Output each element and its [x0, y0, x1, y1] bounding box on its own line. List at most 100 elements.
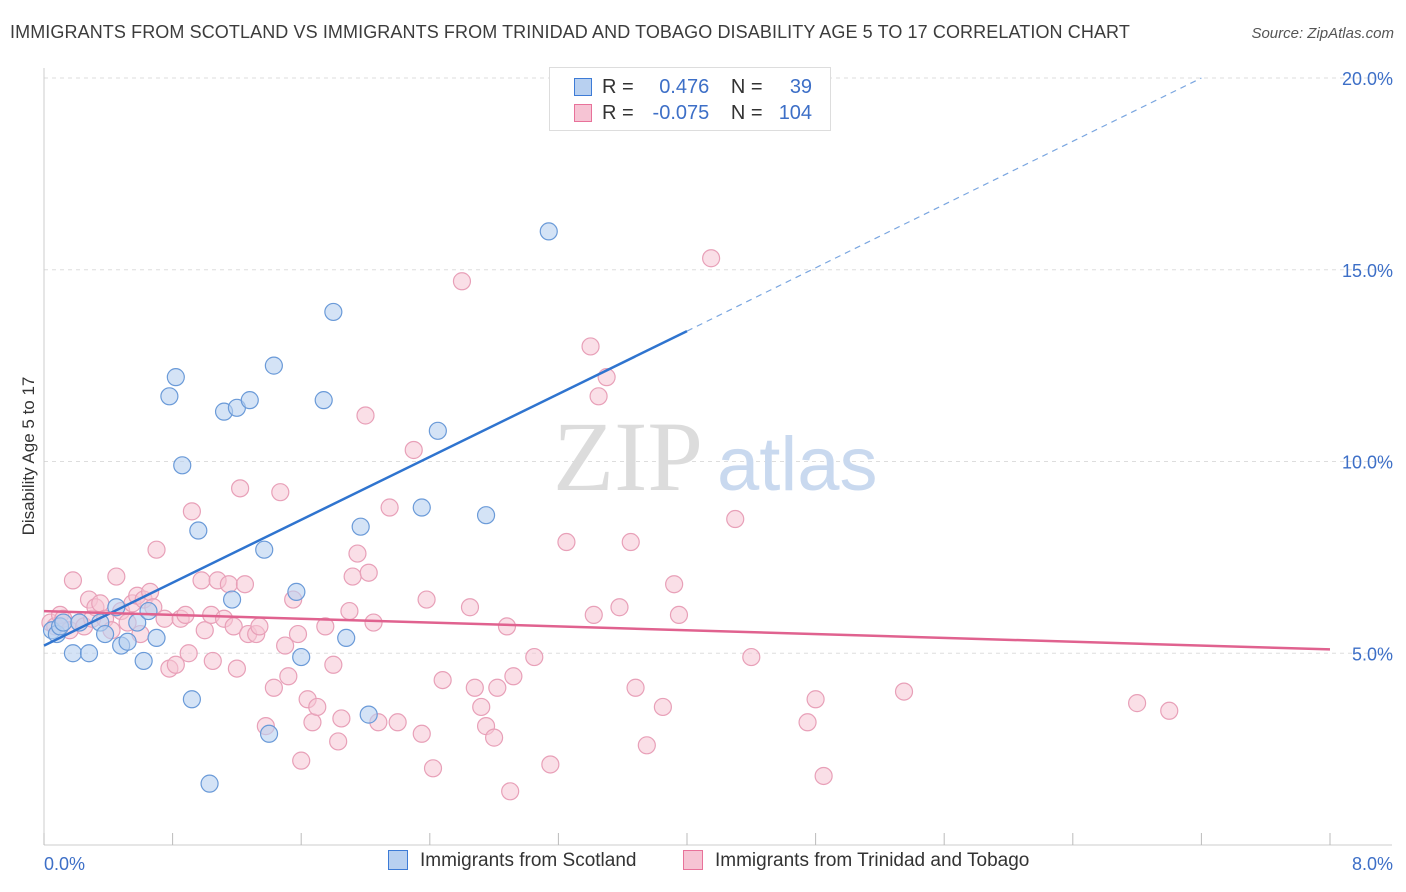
data-point-trinidad — [364, 613, 383, 632]
data-point-scotland — [166, 368, 185, 387]
data-point-trinidad — [433, 670, 452, 690]
data-point-trinidad — [541, 755, 560, 774]
watermark-zip: ZIP — [553, 401, 703, 512]
legend-swatch-pink — [574, 104, 592, 122]
data-point-trinidad — [227, 659, 246, 678]
watermark: ZIP atlas — [553, 401, 878, 512]
data-point-scotland — [428, 421, 447, 440]
trend-lines — [43, 77, 1331, 651]
data-point-scotland — [287, 582, 306, 601]
data-point-scotland — [54, 613, 73, 632]
data-point-scotland — [412, 498, 431, 517]
data-point-scotland — [259, 724, 279, 743]
data-point-trinidad — [388, 713, 407, 732]
data-point-trinidad — [192, 571, 211, 590]
axes — [43, 68, 1392, 846]
data-point-trinidad — [250, 617, 269, 636]
x-tick-label: 0.0% — [44, 854, 85, 874]
legend-r-value: 0.476 — [659, 76, 710, 98]
data-point-scotland — [95, 624, 115, 644]
data-point-trinidad — [417, 590, 436, 609]
data-point-trinidad — [356, 406, 375, 425]
data-point-trinidad — [303, 713, 322, 732]
bottom-legend-label: Immigrants from Trinidad and Tobago — [715, 850, 1030, 871]
tick-labels: 5.0% 10.0% 15.0% 20.0% 0.0% 8.0% — [44, 69, 1393, 874]
y-axis-title: Disability Age 5 to 17 — [19, 377, 38, 536]
data-point-trinidad — [348, 544, 367, 563]
y-tick-label: 5.0% — [1352, 644, 1393, 664]
data-point-scotland — [314, 391, 333, 410]
data-point-scotland — [182, 690, 201, 709]
legend-n-value: 104 — [778, 102, 813, 124]
data-point-trinidad — [288, 624, 308, 644]
data-point-trinidad — [485, 728, 504, 747]
data-point-trinidad — [292, 751, 311, 770]
data-point-scotland — [222, 590, 242, 609]
legend-r-label: R = — [602, 102, 634, 124]
data-point-trinidad — [637, 736, 656, 755]
data-point-scotland — [255, 540, 274, 559]
data-point-trinidad — [452, 272, 472, 291]
data-point-trinidad — [423, 759, 443, 778]
data-point-scotland — [539, 222, 558, 241]
legend-row-trinidad: R = -0.075 N = 104 — [574, 102, 812, 128]
legend-n-label: N = — [730, 102, 763, 124]
data-point-scotland — [264, 356, 283, 375]
data-point-scotland — [118, 632, 137, 651]
bottom-legend-scotland: Immigrants from Scotland — [388, 850, 636, 872]
data-point-trinidad — [316, 617, 335, 636]
legend-swatch-blue — [574, 78, 592, 96]
data-point-trinidad — [1160, 701, 1179, 720]
data-point-trinidad — [380, 498, 399, 517]
data-point-trinidad — [332, 709, 351, 728]
data-point-trinidad — [404, 440, 423, 460]
data-point-scotland — [292, 647, 311, 667]
data-point-trinidad — [465, 678, 484, 697]
data-point-scotland — [476, 506, 496, 525]
data-point-trinidad — [147, 540, 166, 559]
data-point-trinidad — [195, 621, 214, 640]
bottom-legend-swatch-pink — [683, 850, 703, 870]
data-point-scotland — [160, 387, 179, 406]
data-point-trinidad — [308, 697, 327, 717]
data-point-trinidad — [621, 532, 640, 552]
data-point-trinidad — [806, 690, 825, 709]
data-point-trinidad — [504, 667, 523, 686]
bottom-legend-label: Immigrants from Scotland — [420, 850, 637, 871]
data-point-trinidad — [581, 337, 600, 356]
trend-line-trinidad — [43, 609, 1331, 651]
y-tick-label: 10.0% — [1342, 453, 1393, 473]
data-point-scotland — [337, 628, 356, 648]
data-point-trinidad — [557, 532, 576, 552]
data-point-trinidad — [231, 479, 250, 498]
y-tick-label: 15.0% — [1342, 261, 1393, 281]
data-point-trinidad — [166, 655, 185, 674]
data-point-trinidad — [340, 601, 359, 621]
data-point-trinidad — [610, 598, 629, 617]
data-point-trinidad — [626, 678, 645, 697]
data-point-trinidad — [63, 571, 83, 590]
legend-n-label: N = — [730, 76, 763, 98]
data-point-scotland — [351, 517, 370, 536]
data-point-scotland — [359, 705, 378, 724]
data-point-trinidad — [182, 502, 201, 521]
data-point-trinidad — [276, 636, 295, 655]
data-point-trinidad — [359, 563, 378, 582]
source-label: Source: ZipAtlas.com — [1251, 25, 1394, 42]
data-point-trinidad — [742, 647, 761, 667]
data-point-trinidad — [460, 598, 480, 617]
data-point-trinidad — [525, 647, 544, 667]
data-point-trinidad — [702, 249, 721, 268]
data-point-trinidad — [412, 724, 431, 743]
data-point-trinidad — [589, 387, 608, 406]
data-point-trinidad — [1127, 694, 1147, 713]
data-point-scotland — [240, 391, 259, 410]
legend-row-scotland: R = 0.476 N = 39 — [574, 76, 812, 102]
data-point-scotland — [324, 302, 343, 322]
data-point-trinidad — [279, 667, 298, 686]
data-point-trinidad — [726, 509, 745, 529]
data-point-trinidad — [501, 782, 520, 801]
data-point-trinidad — [155, 609, 174, 628]
y-tick-label: 20.0% — [1342, 69, 1393, 89]
data-point-scotland — [189, 521, 208, 540]
